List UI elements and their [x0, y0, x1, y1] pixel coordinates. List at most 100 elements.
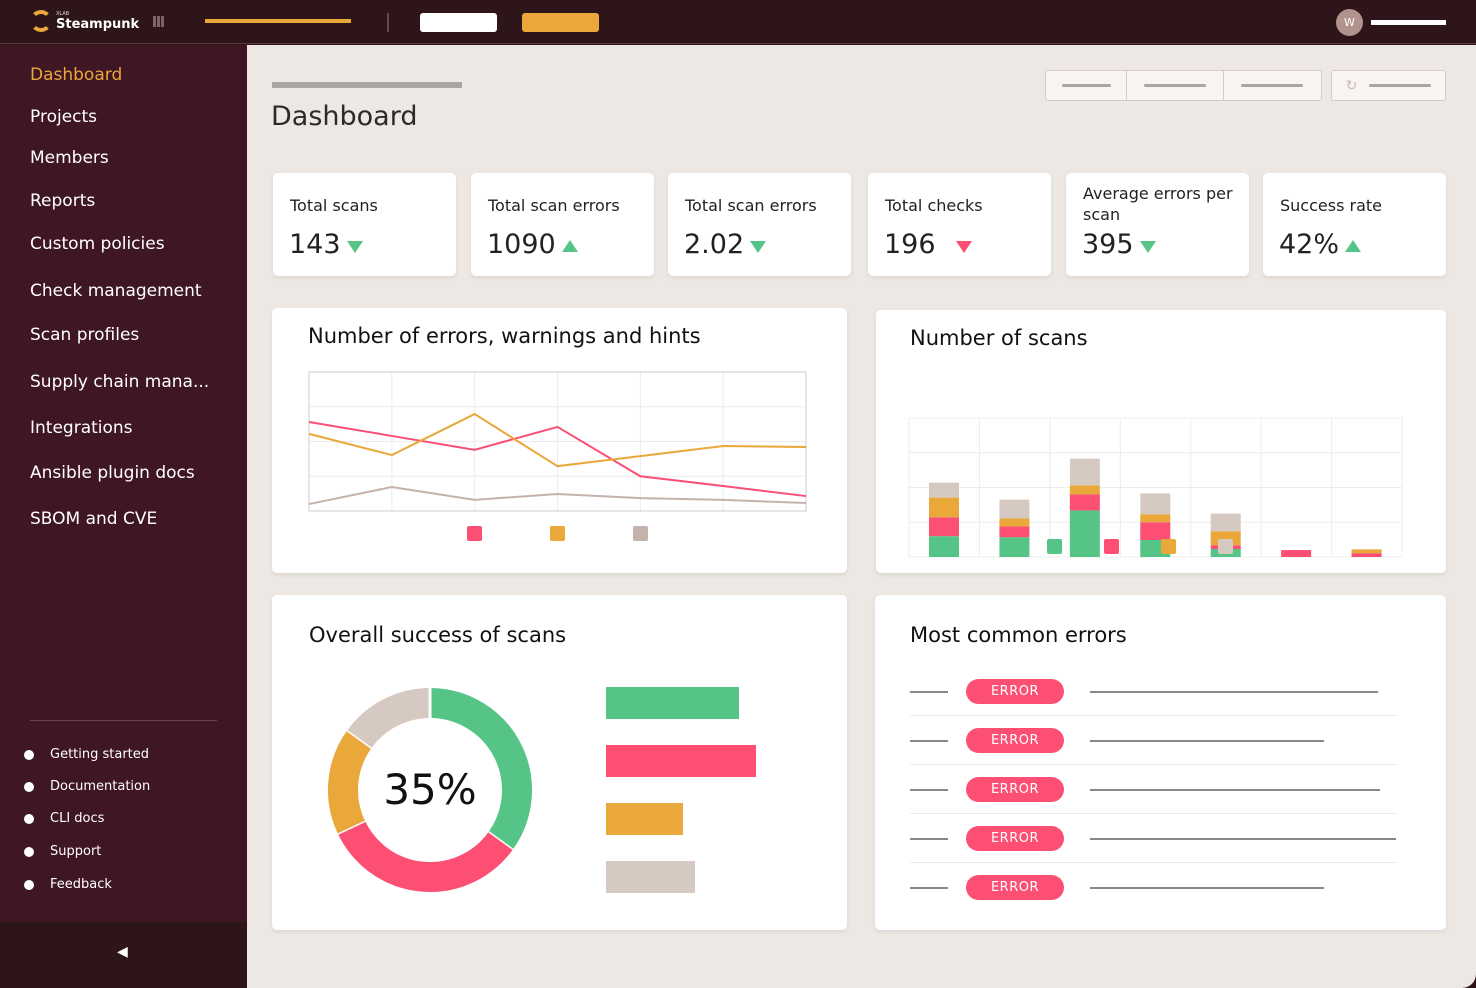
placeholder-text — [1090, 887, 1324, 889]
sidebar-item-dashboard[interactable]: Dashboard — [30, 65, 123, 85]
avatar[interactable]: W — [1336, 9, 1363, 36]
bar-segment — [1140, 514, 1171, 523]
segment-3[interactable] — [1224, 71, 1321, 100]
error-row[interactable]: ERROR — [910, 765, 1398, 814]
bar-segment — [1069, 458, 1100, 486]
error-row[interactable]: ERROR — [910, 814, 1398, 863]
summary-bar — [606, 687, 739, 719]
bullet-icon — [24, 781, 34, 792]
sidebar-item-custom-policies[interactable]: Custom policies — [30, 234, 165, 254]
sidebar-item-integrations[interactable]: Integrations — [30, 418, 133, 438]
page-title: Dashboard — [271, 101, 418, 132]
chart-title: Number of errors, warnings and hints — [308, 324, 701, 348]
sidebar-item-check-management[interactable]: Check management — [30, 281, 202, 301]
sidebar-link-getting-started[interactable]: Getting started — [24, 747, 149, 762]
refresh-button[interactable]: ↻ — [1331, 70, 1446, 101]
error-badge: ERROR — [966, 875, 1064, 900]
link-label: Support — [50, 844, 102, 859]
top-button-secondary[interactable] — [420, 13, 497, 32]
placeholder-text — [1090, 691, 1378, 693]
bullet-icon — [24, 879, 34, 890]
segmented-control — [1045, 70, 1322, 101]
donut-center-label: 35% — [383, 765, 477, 814]
legend-swatch — [550, 526, 565, 541]
placeholder-text — [910, 740, 948, 742]
donut-slice — [337, 820, 513, 892]
top-bar: XLAB Steampunk W — [0, 0, 1476, 44]
kpi-value: 2.02 — [684, 229, 745, 260]
bullet-icon — [24, 846, 34, 857]
bar-segment — [929, 536, 959, 557]
link-label: Getting started — [50, 747, 150, 762]
bullet-icon — [24, 749, 34, 760]
bar-segment — [999, 499, 1030, 519]
placeholder-text — [1090, 838, 1396, 840]
sidebar-item-supply-chain-mana-[interactable]: Supply chain mana... — [30, 372, 210, 392]
sidebar-item-scan-profiles[interactable]: Scan profiles — [30, 325, 140, 345]
bar-segment — [1140, 493, 1171, 515]
donut-chart — [328, 687, 756, 893]
segment-1[interactable] — [1046, 71, 1128, 100]
sidebar-link-documentation[interactable]: Documentation — [24, 779, 150, 794]
legend-swatch — [467, 526, 482, 541]
bar-segment — [999, 537, 1030, 557]
chart-title: Overall success of scans — [309, 623, 567, 647]
sidebar-item-sbom-and-cve[interactable]: SBOM and CVE — [30, 509, 158, 529]
sidebar-link-cli-docs[interactable]: CLI docs — [24, 811, 104, 826]
sidebar-link-feedback[interactable]: Feedback — [24, 877, 112, 892]
scans-chart-card: Number of scans — [876, 310, 1446, 573]
sidebar-item-projects[interactable]: Projects — [30, 107, 98, 127]
series-line — [308, 486, 807, 506]
sidebar-item-reports[interactable]: Reports — [30, 191, 96, 211]
trend-up-icon — [1345, 239, 1362, 252]
summary-bar — [606, 861, 695, 893]
kpi-card: Total checks 196 — [868, 173, 1051, 276]
plot-border — [308, 371, 807, 512]
bar-segment — [999, 526, 1030, 538]
brand-small: XLAB — [56, 11, 70, 17]
bar-segment — [1281, 550, 1312, 557]
top-button-primary[interactable] — [522, 13, 599, 32]
legend-swatch — [1161, 539, 1176, 554]
sidebar-item-members[interactable]: Members — [30, 148, 109, 168]
trend-up-icon — [561, 239, 578, 252]
placeholder-text — [910, 887, 948, 889]
success-chart-card: Overall success of scans 35% — [272, 595, 847, 930]
breadcrumb[interactable] — [272, 82, 462, 88]
user-name-placeholder[interactable] — [1371, 20, 1446, 25]
summary-bar — [606, 803, 683, 835]
kpi-card: Total scan errors 2.02 — [668, 173, 851, 276]
segment-2[interactable] — [1127, 71, 1224, 100]
kpi-label: Total scan errors — [488, 196, 620, 215]
kpi-label: Success rate — [1280, 196, 1382, 215]
bar-segment — [1351, 553, 1382, 557]
gear-logo-icon — [30, 10, 52, 32]
sidebar-link-support[interactable]: Support — [24, 844, 101, 859]
series-line — [308, 421, 807, 498]
series-line — [308, 412, 807, 468]
divider — [387, 13, 389, 32]
donut-slice — [347, 688, 431, 749]
common-errors-card: Most common errors ERROR ERROR ERROR ERROR E… — [875, 595, 1446, 930]
avatar-initial: W — [1344, 16, 1355, 29]
apps-grid-icon[interactable] — [153, 16, 164, 27]
error-row[interactable]: ERROR — [910, 716, 1398, 765]
link-label: CLI docs — [50, 811, 105, 826]
bar-segment — [1351, 549, 1382, 554]
placeholder-text — [910, 691, 948, 693]
sidebar: Dashboard Projects Members Reports Custom po… — [0, 45, 247, 922]
placeholder-text — [910, 789, 948, 791]
kpi-label: Average errors per scan — [1083, 184, 1233, 224]
error-row[interactable]: ERROR — [910, 863, 1398, 912]
kpi-card: Total scans 143 — [273, 173, 456, 276]
link-label: Feedback — [50, 877, 112, 892]
legend-swatch — [1047, 539, 1062, 554]
bar-segment — [999, 518, 1030, 527]
top-nav-placeholder[interactable] — [205, 19, 351, 23]
sidebar-item-ansible-plugin-docs[interactable]: Ansible plugin docs — [30, 463, 195, 483]
logo[interactable]: XLAB Steampunk — [30, 10, 139, 32]
kpi-label: Total scan errors — [685, 196, 817, 215]
collapse-left-icon[interactable]: ◀ — [117, 944, 128, 960]
refresh-icon: ↻ — [1345, 77, 1358, 94]
error-row[interactable]: ERROR — [910, 667, 1398, 716]
